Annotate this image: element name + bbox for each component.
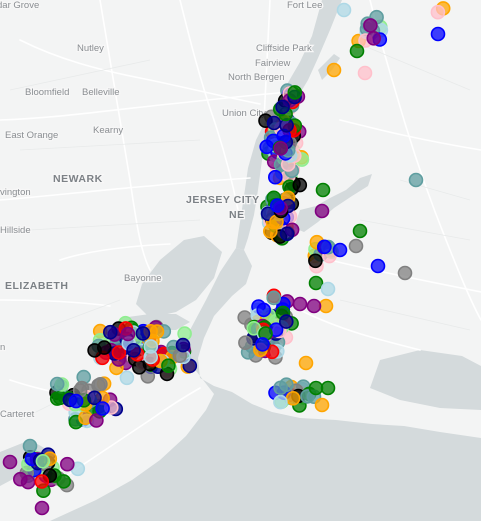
map-marker[interactable] bbox=[348, 238, 364, 254]
map-marker[interactable] bbox=[97, 340, 112, 355]
map-marker[interactable] bbox=[332, 242, 348, 258]
label-newark: NEWARK bbox=[53, 173, 103, 185]
map-marker[interactable] bbox=[317, 239, 332, 255]
map-marker[interactable] bbox=[314, 203, 330, 219]
map-marker[interactable] bbox=[267, 169, 283, 185]
map-marker[interactable] bbox=[352, 223, 368, 239]
map-marker[interactable] bbox=[357, 65, 373, 81]
map-marker[interactable] bbox=[320, 380, 336, 396]
east-river bbox=[294, 174, 372, 232]
map-marker[interactable] bbox=[161, 358, 176, 374]
place-labels: dar Grove Fort Lee Nutley Cliffside Park… bbox=[0, 0, 324, 421]
map-marker[interactable] bbox=[68, 393, 84, 409]
label-cliffside-park: Cliffside Park bbox=[256, 43, 312, 54]
label-elizabeth: ELIZABETH bbox=[5, 280, 68, 292]
map-marker[interactable] bbox=[119, 370, 135, 386]
upper-bay bbox=[50, 248, 481, 521]
label-linden: n bbox=[0, 342, 5, 353]
map-marker[interactable] bbox=[60, 456, 75, 472]
label-bloomfield: Bloomfield bbox=[25, 87, 69, 98]
map-marker[interactable] bbox=[35, 453, 51, 469]
map-marker[interactable] bbox=[308, 380, 324, 396]
label-livingston: vington bbox=[0, 187, 31, 198]
map-marker[interactable] bbox=[175, 337, 191, 353]
map-marker[interactable] bbox=[430, 26, 446, 42]
label-bayonne: Bayonne bbox=[124, 273, 162, 284]
map-marker[interactable] bbox=[266, 115, 282, 131]
map-marker[interactable] bbox=[430, 4, 446, 20]
map-marker[interactable] bbox=[34, 500, 50, 516]
map-marker[interactable] bbox=[408, 172, 424, 188]
map-marker[interactable] bbox=[285, 390, 301, 406]
map-marker[interactable] bbox=[22, 438, 38, 454]
label-north-bergen: North Bergen bbox=[228, 72, 285, 83]
map-marker[interactable] bbox=[95, 401, 110, 416]
label-belleville: Belleville bbox=[82, 87, 120, 98]
map-marker[interactable] bbox=[273, 394, 288, 410]
map-marker[interactable] bbox=[49, 376, 65, 392]
jamaica-bay bbox=[370, 350, 481, 410]
map-marker[interactable] bbox=[87, 390, 102, 406]
map-marker[interactable] bbox=[363, 18, 378, 33]
map-marker[interactable] bbox=[34, 474, 50, 489]
map-marker[interactable] bbox=[12, 471, 28, 487]
map-marker[interactable] bbox=[278, 314, 294, 329]
label-new-york: NE bbox=[229, 209, 245, 221]
map-marker[interactable] bbox=[135, 326, 151, 341]
label-jersey-city: JERSEY CITY bbox=[186, 194, 260, 206]
map-marker[interactable] bbox=[143, 339, 159, 354]
map-marker[interactable] bbox=[320, 281, 336, 297]
map-marker[interactable] bbox=[256, 302, 272, 318]
label-kearny: Kearny bbox=[93, 125, 123, 136]
marker-layer bbox=[2, 1, 451, 516]
map-marker[interactable] bbox=[275, 99, 290, 115]
hudson-river bbox=[236, 0, 342, 250]
map-marker[interactable] bbox=[292, 177, 308, 193]
map-marker[interactable] bbox=[370, 258, 386, 274]
label-cedar-grove: dar Grove bbox=[0, 0, 39, 11]
map-marker[interactable] bbox=[273, 380, 288, 396]
label-fort-lee: Fort Lee bbox=[287, 0, 322, 11]
label-fairview: Fairview bbox=[255, 58, 291, 69]
map-marker[interactable] bbox=[349, 43, 365, 59]
map-marker[interactable] bbox=[308, 275, 324, 291]
map-marker[interactable] bbox=[397, 265, 413, 281]
map-marker[interactable] bbox=[279, 226, 295, 242]
map-marker[interactable] bbox=[266, 290, 282, 306]
map-marker[interactable] bbox=[273, 141, 289, 156]
map-marker[interactable] bbox=[111, 345, 127, 360]
map-marker[interactable] bbox=[262, 224, 278, 239]
label-nutley: Nutley bbox=[77, 43, 104, 54]
map-marker[interactable] bbox=[292, 296, 308, 312]
map-marker[interactable] bbox=[103, 324, 118, 340]
map-marker[interactable] bbox=[326, 62, 342, 78]
map-marker[interactable] bbox=[120, 326, 136, 342]
label-hillside: Hillside bbox=[0, 225, 31, 236]
map-marker[interactable] bbox=[259, 139, 275, 155]
map-marker[interactable] bbox=[366, 30, 382, 46]
map-marker[interactable] bbox=[298, 355, 314, 371]
map-marker[interactable] bbox=[306, 298, 322, 314]
newark-bay bbox=[136, 236, 222, 318]
map-marker[interactable] bbox=[308, 253, 323, 269]
map-marker[interactable] bbox=[89, 413, 104, 428]
map-marker[interactable] bbox=[336, 2, 352, 18]
map-marker[interactable] bbox=[287, 85, 303, 100]
label-carteret: Carteret bbox=[0, 409, 35, 420]
map-marker[interactable] bbox=[269, 198, 285, 213]
map-marker[interactable] bbox=[246, 320, 262, 336]
label-east-orange: East Orange bbox=[5, 130, 58, 141]
map-marker[interactable] bbox=[238, 335, 253, 351]
label-union-city: Union City bbox=[222, 108, 266, 119]
map-marker[interactable] bbox=[314, 397, 330, 413]
map-marker[interactable] bbox=[315, 182, 331, 198]
map-marker[interactable] bbox=[255, 337, 270, 352]
map-marker[interactable] bbox=[2, 454, 18, 470]
map-marker[interactable] bbox=[56, 474, 72, 489]
map-marker[interactable] bbox=[126, 342, 141, 358]
map-marker[interactable] bbox=[318, 298, 334, 314]
